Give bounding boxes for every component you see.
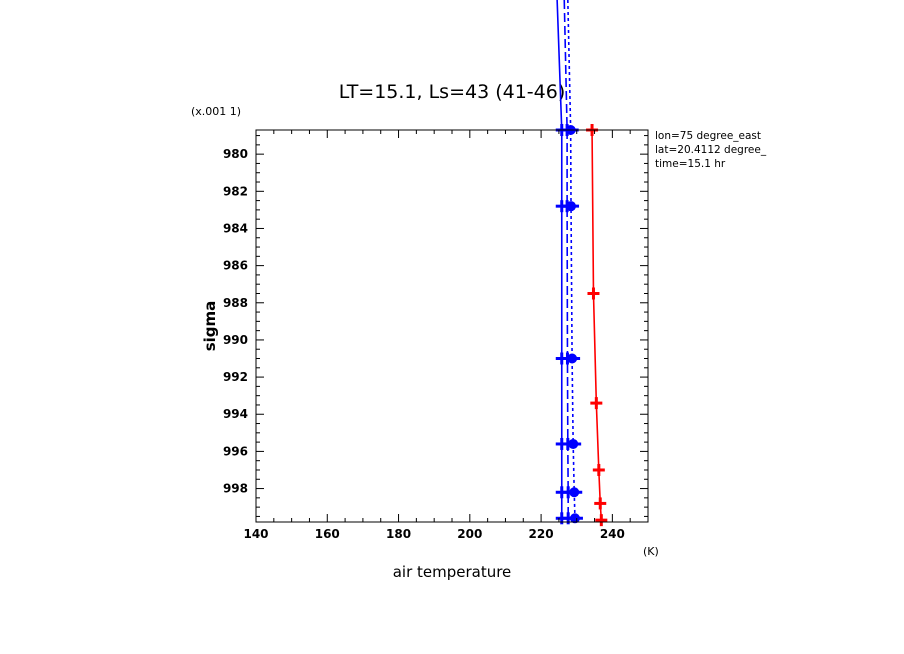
- y-tick-label: 986: [223, 259, 248, 273]
- y-axis: 980 982 984 986 988 990 992 994 996 998: [223, 135, 648, 517]
- series-line-4: [591, 129, 603, 521]
- plot-frame: [255, 129, 649, 523]
- x-axis-label: air temperature: [393, 563, 512, 581]
- y-multiplier: (x.001 1): [191, 105, 241, 118]
- info-time: time=15.1 hr: [655, 158, 726, 170]
- y-tick-label: 992: [223, 370, 248, 384]
- y-tick-label: 984: [223, 221, 248, 235]
- info-lon: lon=75 degree_east: [655, 130, 761, 142]
- x-tick-label: 240: [600, 527, 625, 541]
- x-unit-label: (K): [643, 545, 659, 558]
- y-tick-label: 998: [223, 482, 248, 496]
- chart-title: LT=15.1, Ls=43 (41-46): [339, 81, 566, 103]
- info-block: lon=75 degree_east lat=20.4112 degree_ t…: [655, 130, 767, 170]
- x-tick-label: 200: [457, 527, 482, 541]
- y-tick-label: 988: [223, 296, 248, 310]
- x-tick-label: 180: [386, 527, 411, 541]
- x-tick-label: 160: [315, 527, 340, 541]
- series-layer: [555, 0, 608, 527]
- info-lat: lat=20.4112 degree_: [655, 144, 767, 156]
- y-axis-label: sigma: [201, 301, 219, 352]
- y-tick-label: 980: [223, 147, 248, 161]
- x-tick-label: 140: [243, 527, 268, 541]
- y-tick-label: 982: [223, 184, 248, 198]
- y-tick-label: 996: [223, 444, 248, 458]
- x-tick-label: 220: [529, 527, 554, 541]
- x-axis: 140 160 180 200 220 240: [243, 130, 649, 541]
- y-tick-label: 990: [223, 333, 248, 347]
- y-tick-label: 994: [223, 407, 248, 421]
